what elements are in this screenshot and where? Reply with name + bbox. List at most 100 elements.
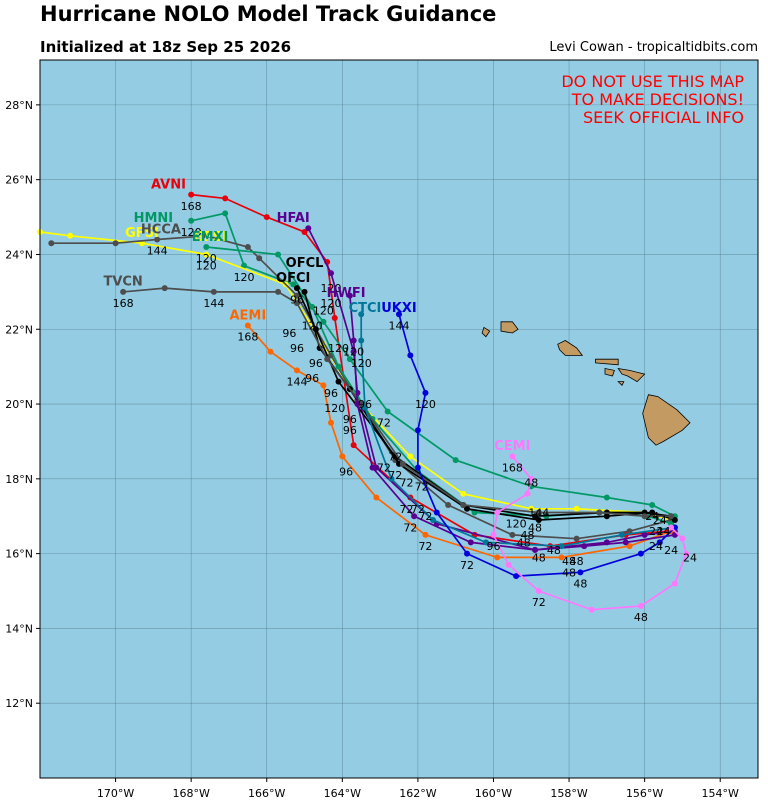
- track-point-tvcn: [120, 288, 127, 295]
- track-point-cemi: [671, 580, 678, 587]
- forecast-hour-label: 120: [415, 398, 436, 411]
- track-point-hcca: [154, 236, 161, 243]
- track-point-ukxi: [656, 539, 663, 546]
- model-name-hmni: HMNI: [134, 211, 174, 226]
- track-point-ctci: [361, 404, 368, 411]
- forecast-hour-label: 48: [634, 611, 648, 624]
- forecast-hour-label: 120: [324, 402, 345, 415]
- track-point-hmni: [384, 408, 391, 415]
- track-point-gfsi: [528, 505, 535, 512]
- track-point-ctci: [388, 475, 395, 482]
- track-point-ukxi: [433, 509, 440, 516]
- track-point-emxi: [335, 363, 342, 370]
- forecast-hour-label: 72: [418, 510, 432, 523]
- track-point-tvcn: [275, 288, 282, 295]
- island-kauai: [500, 321, 519, 334]
- model-name-aemi: AEMI: [229, 308, 266, 323]
- forecast-hour-label: 24: [649, 540, 663, 553]
- island-oahu: [557, 340, 584, 356]
- forecast-hour-label: 72: [532, 596, 546, 609]
- lat-tick-label: 26°N: [5, 174, 33, 187]
- track-hmni: [191, 212, 676, 517]
- forecast-hour-label: 96: [305, 372, 319, 385]
- forecast-hour-label: 120: [320, 282, 341, 295]
- credit: Levi Cowan - tropicaltidbits.com: [549, 40, 758, 55]
- track-point-avni: [188, 191, 195, 198]
- track-point-avni: [301, 229, 308, 236]
- track-point-cemi: [588, 606, 595, 613]
- track-point-cemi: [535, 588, 542, 595]
- forecast-hour-label: 72: [415, 480, 429, 493]
- forecast-hour-label: 48: [562, 555, 576, 568]
- track-point-hmni: [241, 262, 248, 269]
- track-point-gfsi: [407, 453, 414, 460]
- forecast-hour-label: 72: [403, 521, 417, 534]
- track-hwfi: [349, 295, 676, 551]
- lon-tick-label: 154°W: [702, 787, 739, 800]
- forecast-hour-label: 120: [196, 260, 217, 273]
- model-name-cemi: CEMI: [494, 439, 530, 454]
- model-name-ctci: CTCI: [349, 301, 382, 316]
- lat-tick-label: 28°N: [5, 99, 33, 112]
- forecast-hour-label: 120: [343, 346, 364, 359]
- track-point-hwfi: [581, 543, 588, 550]
- lon-tick-label: 166°W: [248, 787, 285, 800]
- track-point-hwfi: [354, 401, 361, 408]
- track-point-avni: [350, 442, 357, 449]
- forecast-hour-label: 48: [520, 529, 534, 542]
- model-name-tvcn: TVCN: [103, 275, 142, 290]
- track-point-hmni: [222, 210, 229, 217]
- forecast-hour-label: 168: [502, 462, 523, 475]
- track-point-gfsi: [67, 232, 74, 239]
- track-point-ukxi: [414, 464, 421, 471]
- model-name-gfsi: GFSI: [193, 230, 227, 245]
- track-point-ukxi: [422, 389, 429, 396]
- track-point-cemi: [528, 475, 535, 482]
- model-name-ofci: OFCI: [276, 271, 310, 286]
- track-point-ofci: [293, 285, 300, 292]
- forecast-hour-label: 120: [181, 226, 202, 239]
- track-point-ofcl: [535, 516, 542, 523]
- track-point-hwfi: [369, 464, 376, 471]
- forecast-hour-label: 24: [683, 551, 697, 564]
- track-point-cemi: [494, 509, 501, 516]
- lon-tick-label: 158°W: [550, 787, 587, 800]
- track-point-cemi: [683, 550, 690, 557]
- track-point-cemi: [524, 490, 531, 497]
- lon-tick-label: 160°W: [475, 787, 512, 800]
- forecast-hour-label: 72: [460, 559, 474, 572]
- forecast-hour-label: 168: [181, 200, 202, 213]
- track-point-aemi: [244, 322, 251, 329]
- lat-tick-label: 12°N: [5, 697, 33, 710]
- track-point-ukxi: [577, 569, 584, 576]
- island-molokai: [595, 358, 619, 366]
- forecast-hour-label: 96: [343, 413, 357, 426]
- track-point-aemi: [373, 494, 380, 501]
- track-point-tvcn: [210, 288, 217, 295]
- lat-tick-label: 20°N: [5, 398, 33, 411]
- track-point-emxi: [275, 251, 282, 258]
- track-point-ofcl: [464, 505, 471, 512]
- forecast-hour-label: 24: [664, 544, 678, 557]
- track-point-ofcl: [671, 516, 678, 523]
- forecast-hour-label: 96: [324, 387, 338, 400]
- track-hfai: [307, 227, 676, 551]
- lat-tick-label: 22°N: [5, 323, 33, 336]
- map-frame: [39, 59, 759, 779]
- track-point-hwfi: [411, 513, 418, 520]
- forecast-hour-label: 120: [351, 357, 372, 370]
- forecast-hour-label: 72: [377, 462, 391, 475]
- track-point-cemi: [679, 535, 686, 542]
- forecast-hour-label: 72: [400, 477, 414, 490]
- track-point-tvcn: [161, 285, 168, 292]
- forecast-hour-label: 24: [645, 510, 659, 523]
- model-tracks: [37, 191, 690, 613]
- track-point-ofci: [312, 326, 319, 333]
- forecast-hour-label: 144: [147, 245, 168, 258]
- forecast-hour-label: 168: [113, 297, 134, 310]
- track-point-gfsi: [203, 251, 210, 258]
- track-point-hmni: [452, 457, 459, 464]
- track-point-ctci: [558, 543, 565, 550]
- track-point-hmni: [346, 356, 353, 363]
- forecast-hour-label: 96: [290, 342, 304, 355]
